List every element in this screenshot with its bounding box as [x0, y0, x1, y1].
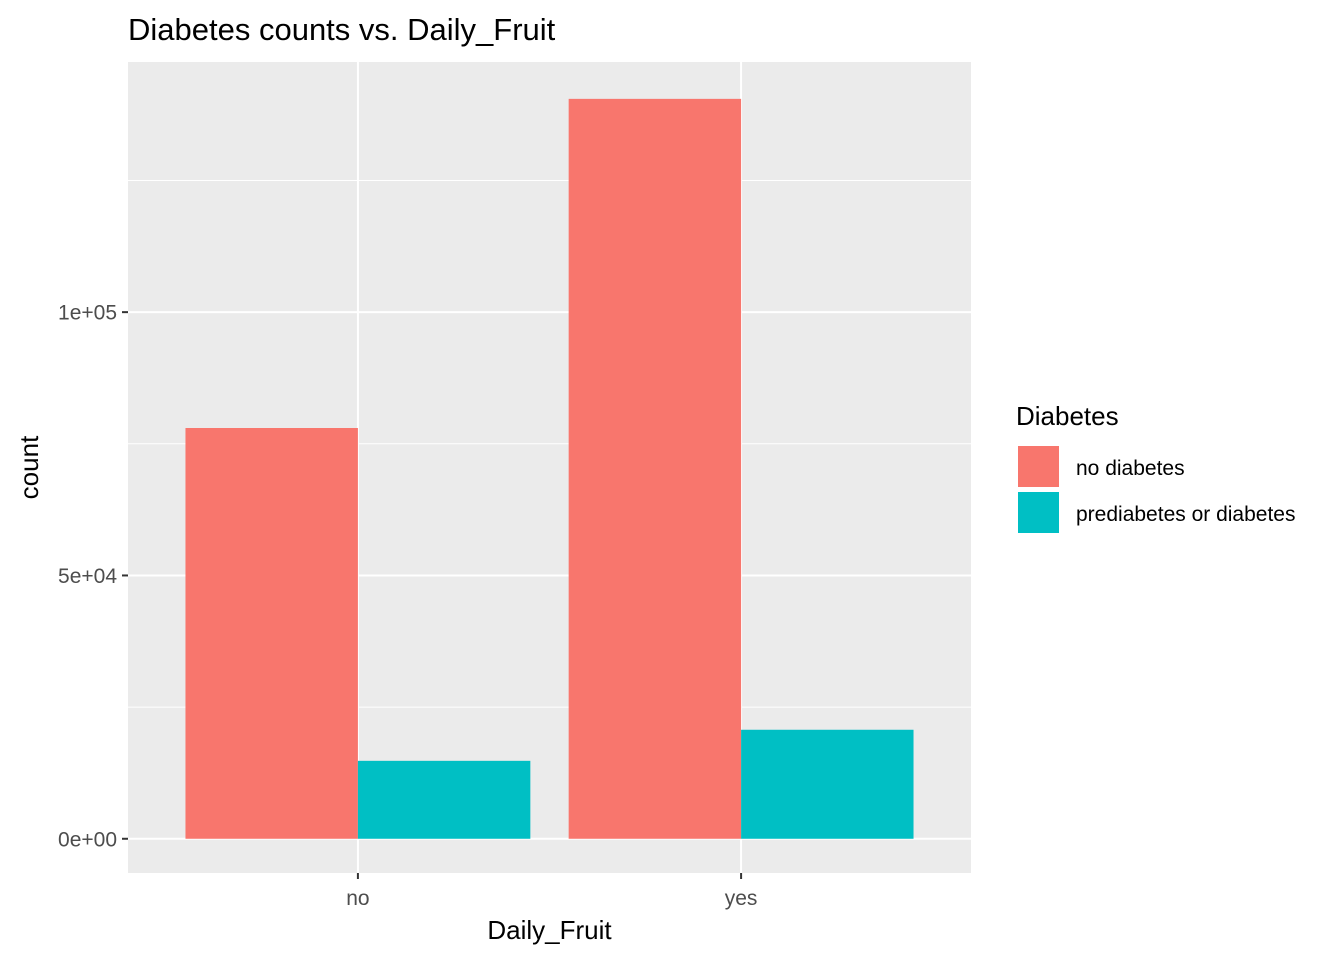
x-tick-label: no [346, 887, 369, 910]
legend-label: prediabetes or diabetes [1076, 503, 1296, 526]
legend-label: no diabetes [1076, 457, 1185, 480]
y-axis-title: count [14, 435, 44, 499]
x-axis: no yes [346, 873, 757, 910]
bar-yes-no-diabetes [568, 98, 742, 839]
chart-title: Diabetes counts vs. Daily_Fruit [128, 12, 556, 47]
legend-key [1016, 490, 1061, 535]
y-tick-label: 1e+05 [58, 302, 117, 325]
x-axis-title: Daily_Fruit [487, 915, 612, 945]
bar-no-prediabetes-or-diabetes [357, 760, 531, 839]
legend: Diabetes no diabetes prediabetes or diabe… [1016, 401, 1296, 535]
legend-title: Diabetes [1016, 401, 1119, 431]
y-tick-label: 0e+00 [58, 828, 117, 851]
bars [185, 98, 914, 839]
y-axis: 0e+00 5e+04 1e+05 [58, 302, 128, 851]
y-tick-label: 5e+04 [58, 565, 117, 588]
bar-yes-prediabetes-or-diabetes [741, 729, 914, 839]
x-tick-label: yes [725, 887, 758, 910]
bar-no-no-diabetes [185, 428, 358, 839]
legend-key [1016, 444, 1061, 489]
